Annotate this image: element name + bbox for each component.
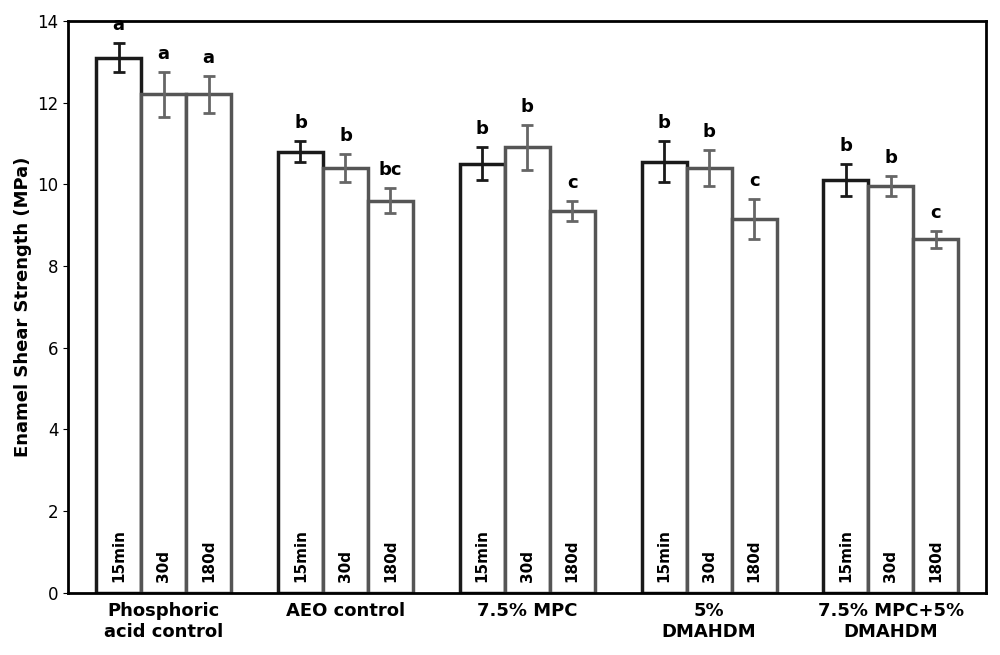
Text: 15min: 15min xyxy=(111,529,126,582)
Bar xyxy=(550,211,595,593)
Bar xyxy=(141,94,186,593)
Bar xyxy=(823,180,868,593)
Text: b: b xyxy=(476,121,489,138)
Text: 30d: 30d xyxy=(883,550,898,582)
Text: a: a xyxy=(113,16,125,34)
Text: 30d: 30d xyxy=(520,550,535,582)
Text: c: c xyxy=(931,204,941,222)
Text: b: b xyxy=(703,122,716,141)
Text: b: b xyxy=(521,98,534,116)
Bar xyxy=(687,168,732,593)
Bar xyxy=(732,219,777,593)
Text: 180d: 180d xyxy=(747,540,762,582)
Text: c: c xyxy=(567,174,578,191)
Text: b: b xyxy=(294,115,307,132)
Text: 15min: 15min xyxy=(657,529,672,582)
Text: b: b xyxy=(339,126,352,145)
Text: 30d: 30d xyxy=(338,550,353,582)
Text: 180d: 180d xyxy=(928,540,943,582)
Bar xyxy=(460,164,505,593)
Bar xyxy=(868,186,913,593)
Text: b: b xyxy=(658,115,670,132)
Text: b: b xyxy=(884,149,897,167)
Text: 15min: 15min xyxy=(293,529,308,582)
Text: 30d: 30d xyxy=(702,550,717,582)
Text: c: c xyxy=(749,172,759,189)
Bar xyxy=(913,239,958,593)
Bar xyxy=(186,94,231,593)
Text: a: a xyxy=(158,45,170,63)
Text: 15min: 15min xyxy=(475,529,490,582)
Text: b: b xyxy=(839,137,852,155)
Text: a: a xyxy=(203,49,215,67)
Bar xyxy=(323,168,368,593)
Text: 180d: 180d xyxy=(565,540,580,582)
Bar xyxy=(278,151,323,593)
Text: 180d: 180d xyxy=(383,540,398,582)
Bar xyxy=(96,58,141,593)
Text: bc: bc xyxy=(379,161,402,179)
Text: 15min: 15min xyxy=(838,529,853,582)
Bar xyxy=(368,200,413,593)
Bar xyxy=(642,162,687,593)
Y-axis label: Enamel Shear Strength (MPa): Enamel Shear Strength (MPa) xyxy=(14,157,32,457)
Text: 180d: 180d xyxy=(201,540,216,582)
Bar xyxy=(505,147,550,593)
Text: 30d: 30d xyxy=(156,550,171,582)
